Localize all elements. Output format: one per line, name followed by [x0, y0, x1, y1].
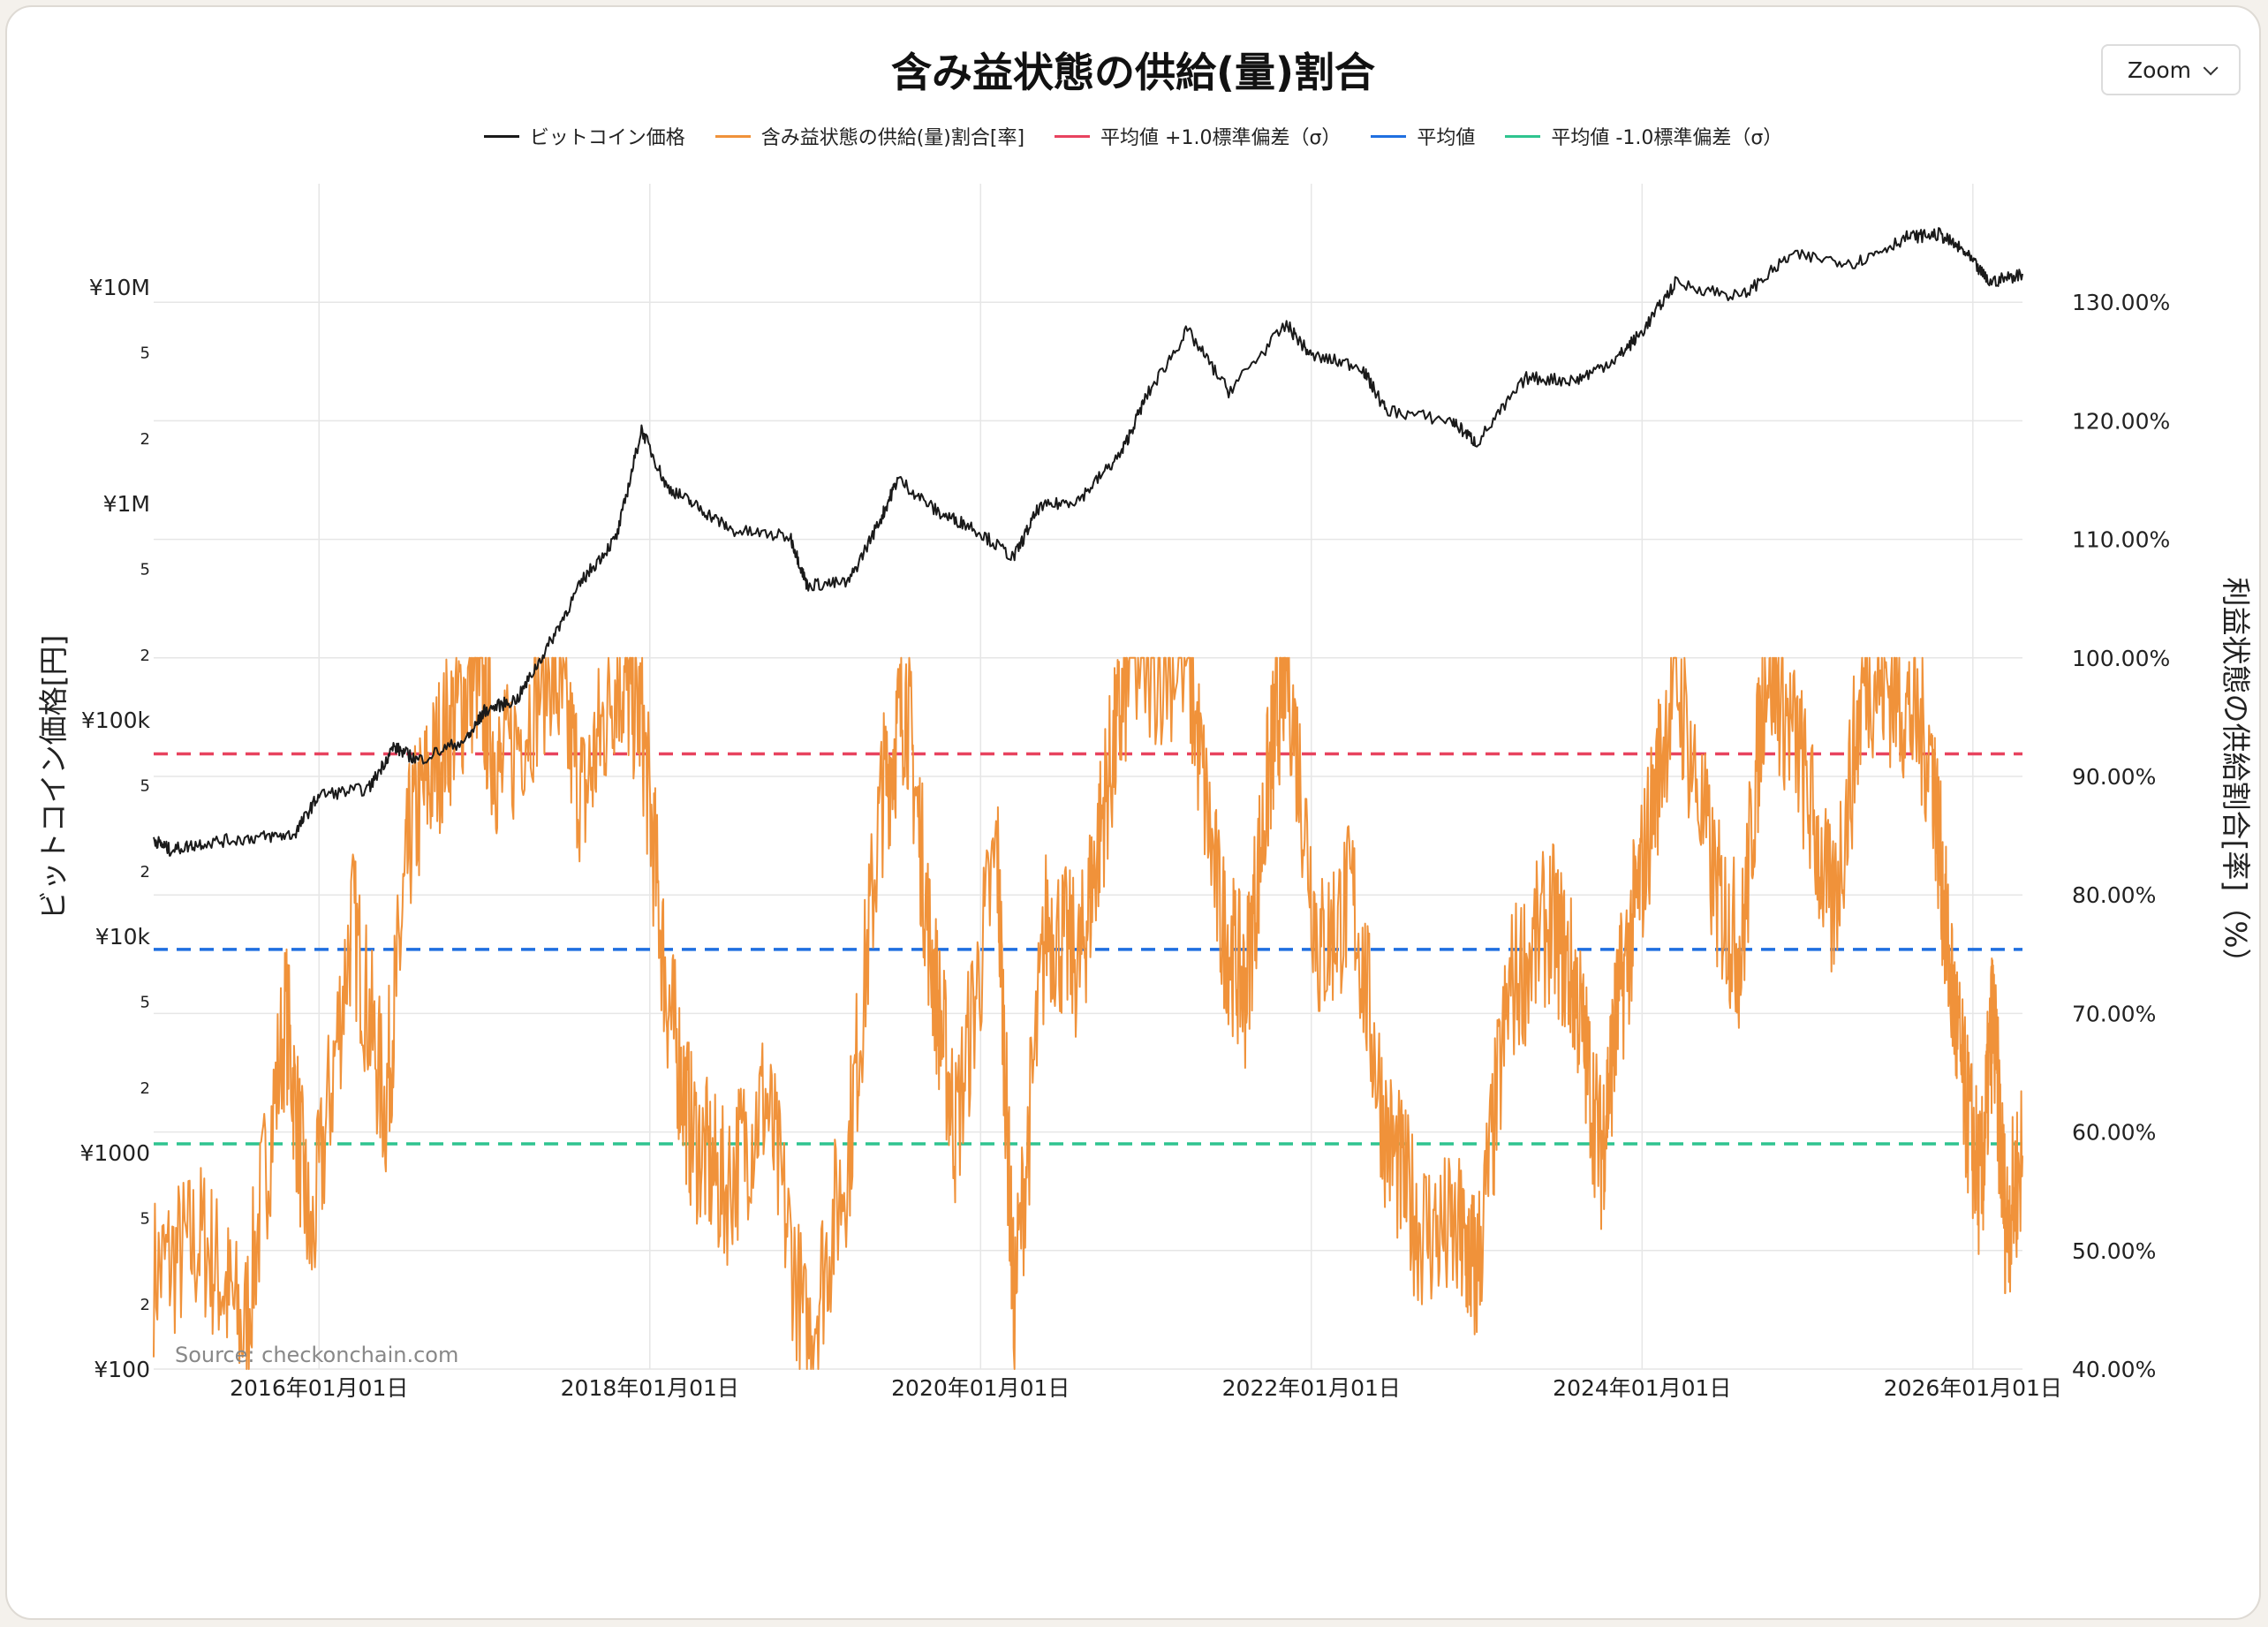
series-line-price — [153, 227, 2023, 857]
legend-item-price[interactable]: ビットコイン価格 — [483, 122, 685, 150]
y-right-tick-label: 130.00% — [2072, 290, 2170, 315]
legend-item-minus-sd[interactable]: 平均値 -1.0標準偏差（σ） — [1505, 122, 1782, 150]
legend-item-plus-sd[interactable]: 平均値 +1.0標準偏差（σ） — [1055, 122, 1341, 150]
y-left-tick-label: ¥10M — [89, 275, 150, 300]
y-left-minor-tick-label: 2 — [140, 430, 150, 449]
y-left-tick-label: ¥10k — [95, 924, 151, 950]
y-left-minor-tick-label: 5 — [140, 1210, 150, 1229]
y-left-minor-tick-label: 2 — [140, 1079, 150, 1098]
y-left-minor-tick-label: 5 — [140, 777, 150, 796]
y-right-tick-label: 70.00% — [2072, 1001, 2156, 1026]
source-watermark: Source: checkonchain.com — [175, 1343, 458, 1367]
y-right-tick-label: 100.00% — [2072, 646, 2170, 671]
legend-swatch — [1505, 134, 1541, 138]
legend-item-profit-supply[interactable]: 含み益状態の供給(量)割合[率] — [714, 122, 1025, 150]
x-tick-label: 2018年01月01日 — [561, 1375, 739, 1401]
y-left-tick-label: ¥100 — [94, 1357, 150, 1382]
y-left-minor-tick-label: 5 — [140, 994, 150, 1012]
y-left-minor-tick-label: 5 — [140, 344, 150, 363]
x-tick-label: 2024年01月01日 — [1553, 1375, 1731, 1401]
y-right-tick-label: 60.00% — [2072, 1120, 2156, 1146]
legend-label: 平均値 -1.0標準偏差（σ） — [1551, 127, 1783, 149]
y-right-tick-label: 90.00% — [2072, 764, 2156, 790]
legend-item-mean[interactable]: 平均値 — [1371, 122, 1475, 150]
x-tick-label: 2020年01月01日 — [891, 1375, 1070, 1401]
series-line-profit-supply — [153, 656, 2023, 1370]
y-right-axis-title: 利益状態の供給割合[率]（%） — [2219, 577, 2253, 977]
y-left-minor-tick-label: 2 — [140, 863, 150, 882]
zoom-dropdown-button[interactable]: Zoom — [2101, 44, 2241, 95]
y-left-tick-label: ¥1M — [103, 491, 150, 517]
y-left-minor-tick-label: 5 — [140, 561, 150, 579]
zoom-label: Zoom — [2127, 57, 2192, 83]
legend-label: ビットコイン価格 — [529, 127, 685, 149]
legend-label: 平均値 +1.0標準偏差（σ） — [1100, 127, 1342, 149]
y-right-tick-label: 110.00% — [2072, 527, 2170, 553]
y-right-tick-label: 120.00% — [2072, 408, 2170, 434]
x-tick-label: 2016年01月01日 — [230, 1375, 408, 1401]
y-left-minor-tick-label: 2 — [140, 647, 150, 665]
y-right-tick-label: 40.00% — [2072, 1357, 2156, 1382]
chart-title: 含み益状態の供給(量)割合 — [890, 49, 1376, 96]
legend-label: 平均値 — [1417, 127, 1476, 149]
y-left-minor-tick-label: 2 — [140, 1296, 150, 1314]
legend-swatch — [1055, 134, 1091, 138]
y-left-axis-title: ビットコイン価格[円] — [36, 635, 71, 920]
y-left-tick-label: ¥100k — [81, 708, 151, 733]
x-tick-label: 2026年01月01日 — [1884, 1375, 2062, 1401]
legend-swatch — [1371, 134, 1407, 138]
chart-card: 含み益状態の供給(量)割合 Zoom ビットコイン価格 含み益状態の供給(量)割… — [5, 5, 2261, 1620]
chart-legend: ビットコイン価格 含み益状態の供給(量)割合[率] 平均値 +1.0標準偏差（σ… — [7, 122, 2259, 150]
y-right-tick-label: 80.00% — [2072, 882, 2156, 908]
legend-swatch — [714, 134, 751, 138]
legend-label: 含み益状態の供給(量)割合[率] — [760, 127, 1025, 149]
x-tick-label: 2022年01月01日 — [1222, 1375, 1401, 1401]
y-right-tick-label: 50.00% — [2072, 1238, 2156, 1264]
y-left-tick-label: ¥1000 — [79, 1140, 150, 1166]
legend-swatch — [483, 134, 519, 138]
